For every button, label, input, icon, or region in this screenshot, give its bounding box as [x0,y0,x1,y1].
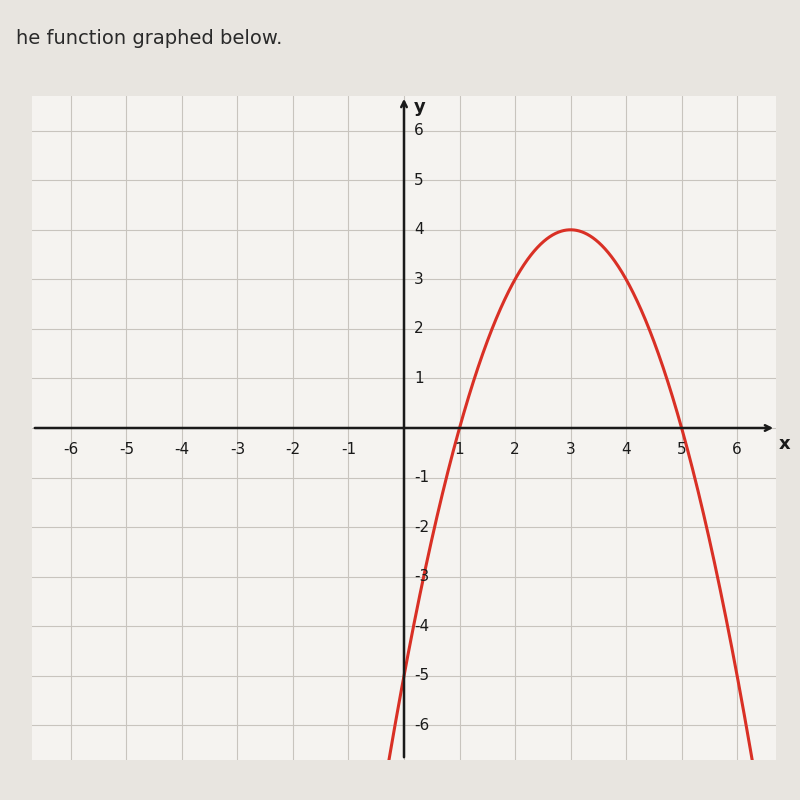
Text: 5: 5 [414,173,424,188]
Text: 1: 1 [454,442,464,457]
Text: -4: -4 [174,442,190,457]
Text: -3: -3 [230,442,245,457]
Text: -2: -2 [414,520,429,534]
Text: -1: -1 [414,470,429,485]
Text: 2: 2 [510,442,520,457]
Text: -4: -4 [414,618,429,634]
Text: he function graphed below.: he function graphed below. [16,29,282,48]
Text: -1: -1 [341,442,356,457]
Text: -3: -3 [414,569,430,584]
Text: x: x [778,435,790,453]
Text: -5: -5 [119,442,134,457]
Text: -5: -5 [414,668,429,683]
Text: 3: 3 [566,442,575,457]
Text: 5: 5 [677,442,686,457]
Text: 4: 4 [414,222,424,238]
Text: y: y [414,98,426,117]
Text: 6: 6 [732,442,742,457]
Text: 6: 6 [414,123,424,138]
Text: 4: 4 [622,442,631,457]
Text: -2: -2 [286,442,301,457]
Text: 1: 1 [414,371,424,386]
Text: -6: -6 [63,442,78,457]
Text: 2: 2 [414,322,424,336]
Text: -6: -6 [414,718,430,733]
Text: 3: 3 [414,272,424,287]
